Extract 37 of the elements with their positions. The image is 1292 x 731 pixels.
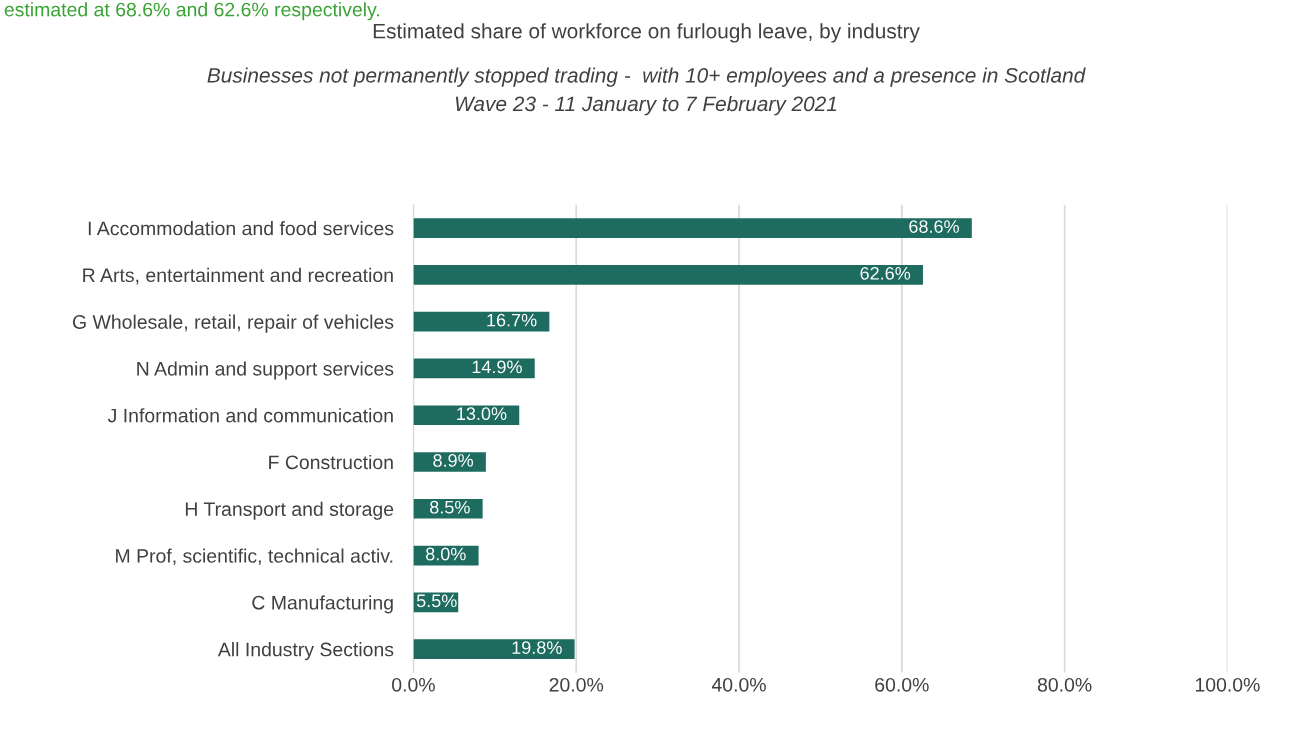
data-label: 8.9% xyxy=(433,454,474,467)
bar xyxy=(413,358,535,379)
y-tick-label: F Construction xyxy=(269,454,393,470)
x-tick-label: 20.0% xyxy=(549,677,604,692)
y-tick-label: I Accommodation and food services xyxy=(88,221,394,236)
text: estimated at 68.6% and 62.6% respectively. xyxy=(4,2,379,21)
y-tick-label: J Information and communication xyxy=(107,408,393,423)
y-tick-label: All Industry Sections xyxy=(217,642,394,661)
data-label: 62.6% xyxy=(860,266,911,280)
bar xyxy=(413,498,483,519)
y-tick-label: G Wholesale, retail, repair of vehicles xyxy=(72,314,394,333)
x-tick-label: 60.0% xyxy=(875,677,929,692)
bar xyxy=(413,405,520,426)
bar xyxy=(413,452,486,472)
chart-subtitle: Businesses not permanently stopped trading - with 10+ employees and a presence in Scotland Wave 23 - 11 January to 7 February 2021 xyxy=(207,67,1086,116)
x-tick-label: 40.0% xyxy=(711,677,766,692)
y-tick-label: H Transport and storage xyxy=(185,501,394,520)
data-label: 68.6% xyxy=(909,220,959,233)
data-label: 13.0% xyxy=(457,407,507,421)
x-tick-label: 80.0% xyxy=(1037,677,1092,692)
bar xyxy=(413,265,923,285)
bar xyxy=(413,639,575,659)
data-label: 8.0% xyxy=(425,547,466,561)
bar xyxy=(413,311,550,332)
data-label: 19.8% xyxy=(512,641,562,654)
data-label: 5.5% xyxy=(416,594,457,608)
y-tick-label: M Prof, scientific, technical activ. xyxy=(116,548,393,566)
data-label: 14.9% xyxy=(472,360,522,374)
y-tick-label: R Arts, entertainment and recreation xyxy=(83,267,393,285)
chart-title: Estimated share of workforce on furlough leave, by industry xyxy=(373,23,920,43)
data-label: 8.5% xyxy=(430,500,470,514)
y-tick-label: C Manufacturing xyxy=(252,595,393,614)
y-tick-label: N Admin and support services xyxy=(137,361,394,380)
data-label: 16.7% xyxy=(487,313,537,327)
bar xyxy=(413,218,972,238)
x-tick-label: 0.0% xyxy=(392,677,435,692)
x-tick-label: 100.0% xyxy=(1195,677,1260,692)
